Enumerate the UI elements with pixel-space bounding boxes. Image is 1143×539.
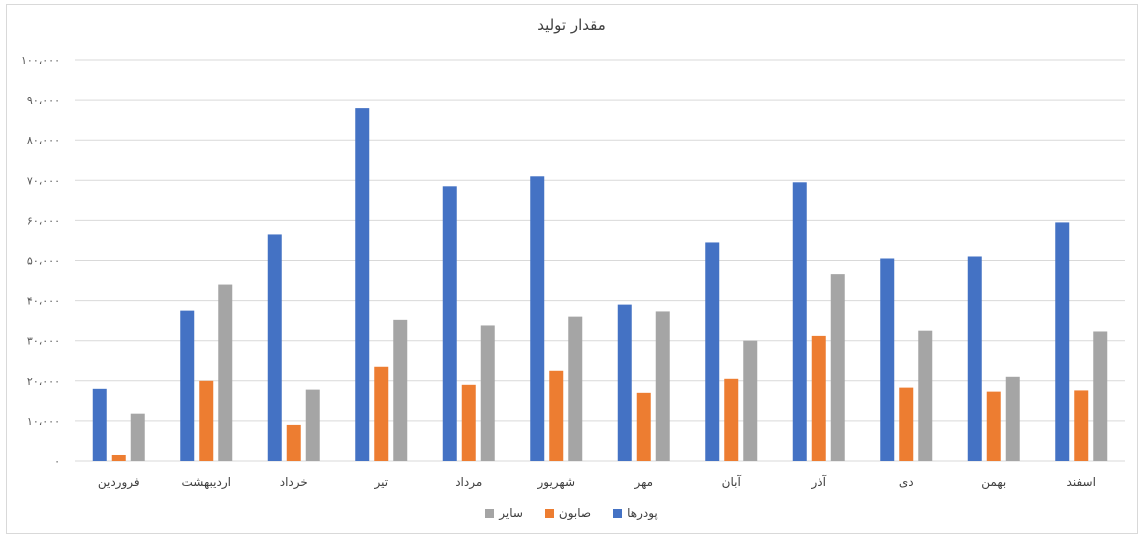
x-tick-label: تیر [373, 475, 388, 490]
bar [792, 182, 807, 461]
y-tick-label: ۲۰،۰۰۰ [27, 375, 60, 388]
bar [92, 388, 107, 461]
chart-legend: پودرها صابون سایر [0, 506, 1143, 520]
bar [442, 186, 457, 461]
y-tick-label: ۶۰،۰۰۰ [27, 214, 60, 227]
bar [724, 378, 739, 461]
x-tick-label: فروردین [98, 475, 140, 490]
legend-item-soap: صابون [544, 506, 592, 520]
y-tick-label: ۹۰،۰۰۰ [27, 94, 60, 107]
x-tick-label: مرداد [455, 475, 482, 490]
x-tick-label: شهریور [536, 475, 575, 490]
bar [1055, 222, 1070, 461]
bar [655, 311, 670, 461]
bar [111, 454, 126, 461]
legend-swatch-powders [613, 508, 623, 518]
bar [811, 335, 826, 461]
bar [1093, 331, 1108, 461]
bar [305, 389, 320, 461]
legend-label-other: سایر [499, 506, 523, 520]
bar [986, 391, 1001, 461]
bar [830, 274, 845, 461]
legend-swatch-soap [544, 508, 554, 518]
bar [967, 256, 982, 461]
x-tick-label: دی [899, 475, 914, 489]
bar [918, 330, 933, 461]
bar [636, 392, 651, 461]
x-tick-label: اسفند [1067, 475, 1096, 489]
chart-title: مقدار تولید [537, 16, 606, 34]
bar [880, 258, 895, 461]
bar [180, 310, 195, 461]
x-tick-label: مهر [633, 475, 653, 490]
bar [530, 176, 545, 462]
bar [286, 424, 301, 461]
y-tick-label: ۰ [54, 455, 60, 468]
x-tick-label: آذر [811, 474, 827, 490]
legend-swatch-other [485, 508, 495, 518]
bar [549, 370, 564, 461]
bar [568, 316, 583, 461]
bar [374, 366, 389, 461]
bar [461, 384, 476, 461]
legend-label-powders: پودرها [627, 506, 658, 520]
y-tick-label: ۷۰،۰۰۰ [27, 174, 60, 187]
y-tick-label: ۱۰،۰۰۰ [27, 415, 60, 428]
bar [617, 304, 632, 461]
bar [705, 242, 720, 461]
bar [743, 340, 758, 461]
x-tick-label: اردیبهشت [182, 475, 231, 490]
legend-item-other: سایر [485, 506, 523, 520]
bar [199, 380, 214, 461]
bar [480, 325, 495, 461]
x-tick-label: بهمن [981, 475, 1006, 490]
x-tick-label: آبان [722, 474, 742, 489]
y-tick-label: ۸۰،۰۰۰ [27, 134, 60, 147]
bar [1005, 376, 1020, 461]
bar [267, 234, 282, 461]
y-tick-label: ۴۰،۰۰۰ [27, 295, 60, 308]
bar [393, 319, 408, 461]
bar [1074, 390, 1089, 461]
y-tick-label: ۵۰،۰۰۰ [27, 255, 60, 268]
bar [899, 387, 914, 461]
bar [218, 284, 233, 461]
legend-label-soap: صابون [558, 506, 592, 520]
x-tick-label: خرداد [280, 475, 308, 490]
bar [355, 108, 370, 462]
legend-item-powders: پودرها [613, 506, 658, 520]
bar [130, 413, 145, 461]
y-tick-label: ۳۰،۰۰۰ [27, 335, 60, 348]
y-tick-label: ۱۰۰،۰۰۰ [21, 54, 60, 67]
